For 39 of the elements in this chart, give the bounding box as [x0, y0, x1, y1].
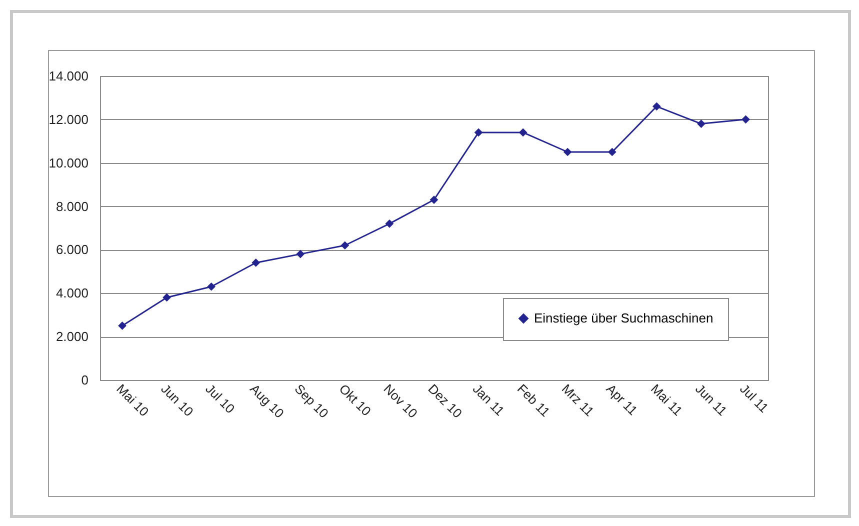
y-tick-label: 4.000: [56, 286, 88, 301]
point: [652, 102, 661, 111]
point: [385, 219, 394, 228]
x-tick-label: Nov 10: [380, 381, 421, 421]
y-tick-label: 12.000: [48, 112, 88, 127]
x-tick-label: Mai 11: [648, 381, 686, 419]
legend-label: Einstiege über Suchmaschinen: [534, 310, 714, 326]
point: [340, 241, 350, 250]
y-tick-label: 8.000: [56, 198, 88, 214]
y-tick-label: 6.000: [56, 242, 88, 258]
point: [296, 250, 305, 258]
x-tick-label: Feb 11: [514, 381, 553, 420]
x-tick-label: Jul 11: [737, 381, 772, 416]
point: [474, 128, 483, 137]
x-tick-label: Jun 10: [158, 381, 196, 420]
point: [742, 115, 750, 124]
point: [430, 196, 438, 204]
x-tick-label: Jan 11: [470, 381, 508, 419]
point: [118, 322, 126, 330]
point: [697, 120, 706, 128]
y-tick-label: 2.000: [56, 329, 88, 344]
x-tick-label: Jul 10: [202, 381, 238, 416]
point: [518, 128, 528, 137]
point: [252, 258, 260, 267]
x-tick-label: Apr 11: [603, 381, 640, 418]
point: [207, 282, 216, 291]
x-tick-label: Mai 10: [114, 381, 152, 420]
x-tick-label: Okt 10: [336, 381, 374, 419]
x-tick-label: Aug 10: [247, 381, 287, 421]
y-tick-label: 0: [81, 372, 88, 388]
point: [162, 293, 171, 302]
point: [608, 148, 616, 156]
x-tick-label: Jun 11: [692, 381, 730, 419]
y-tick-label: 10.000: [48, 155, 88, 170]
x-tick-label: Dez 10: [425, 381, 466, 421]
point: [563, 148, 572, 156]
y-tick-label: 14.000: [48, 68, 88, 84]
x-tick-label: Sep 10: [292, 381, 332, 421]
x-tick-label: Mrz 11: [558, 381, 597, 420]
